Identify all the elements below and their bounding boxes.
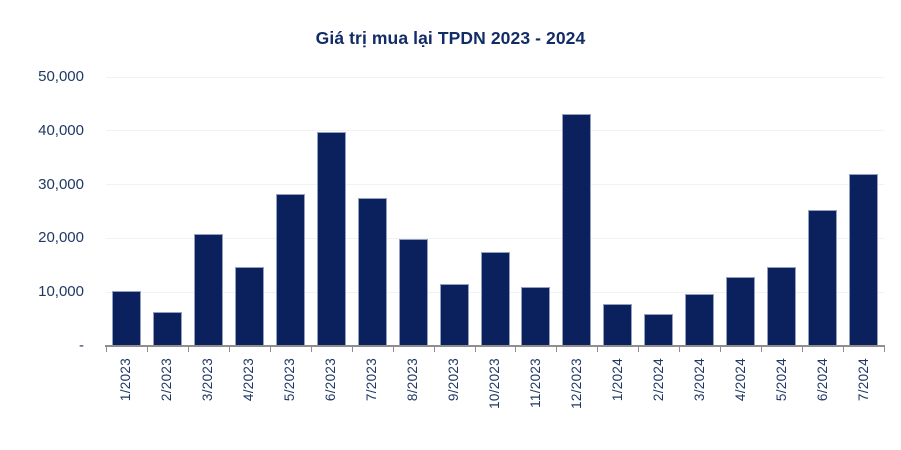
x-axis-label: 3/2023 — [200, 358, 216, 402]
axis-tick — [597, 347, 599, 352]
bar — [521, 286, 551, 346]
bar — [808, 209, 838, 346]
axis-tick — [269, 347, 271, 352]
axis-tick — [638, 347, 640, 352]
x-axis-line — [105, 345, 885, 347]
axis-tick — [720, 347, 722, 352]
x-axis-label: 12/2023 — [568, 358, 584, 409]
x-axis-label: 1/2023 — [118, 358, 134, 402]
bar — [234, 266, 264, 346]
x-axis-label: 4/2023 — [241, 358, 257, 402]
x-axis-label: 5/2024 — [773, 358, 789, 402]
bar — [644, 313, 674, 346]
y-axis-label: 50,000 — [38, 68, 84, 85]
chart-title: Giá trị mua lại TPDN 2023 - 2024 — [315, 28, 586, 48]
axis-tick — [556, 347, 558, 352]
axis-tick — [433, 347, 435, 352]
axis-tick — [474, 347, 476, 352]
plot-area — [106, 76, 884, 346]
x-axis-label: 11/2023 — [527, 358, 543, 408]
bar — [193, 233, 223, 346]
bar — [111, 290, 141, 346]
axis-tick — [761, 347, 763, 352]
gridline — [106, 237, 884, 239]
bar — [439, 284, 469, 346]
axis-tick — [515, 347, 517, 352]
bar — [562, 113, 592, 346]
gridline — [106, 130, 884, 132]
x-axis-label: 3/2024 — [691, 358, 707, 402]
bar — [685, 293, 715, 346]
x-axis-label: 2/2023 — [159, 358, 175, 402]
bar — [603, 303, 633, 346]
axis-tick — [187, 347, 189, 352]
x-axis-label: 8/2023 — [405, 358, 421, 402]
x-axis-label: 9/2023 — [446, 358, 462, 402]
axis-tick — [146, 347, 148, 352]
x-axis-label: 6/2024 — [814, 358, 830, 402]
axis-tick — [843, 347, 845, 352]
bar — [316, 132, 346, 346]
axis-tick — [228, 347, 230, 352]
x-axis-label: 7/2024 — [855, 358, 871, 402]
y-axis-label: 20,000 — [38, 229, 84, 247]
x-axis-label: 5/2023 — [282, 358, 298, 402]
y-axis-label: 10,000 — [38, 283, 84, 301]
x-axis-label: 7/2023 — [364, 358, 380, 402]
y-axis-label: 40,000 — [38, 121, 84, 139]
x-axis-label: 6/2023 — [323, 358, 339, 402]
bar — [767, 266, 797, 346]
axis-tick — [679, 347, 681, 352]
x-axis-label: 1/2024 — [609, 358, 625, 402]
x-axis-label: 4/2024 — [732, 358, 748, 402]
bar — [398, 238, 428, 346]
gridline — [106, 184, 884, 186]
bar — [849, 173, 879, 346]
axis-tick — [392, 347, 394, 352]
axis-tick — [802, 347, 804, 352]
x-axis-label: 2/2024 — [650, 358, 666, 402]
x-axis-label: 10/2023 — [487, 358, 502, 409]
bar — [275, 193, 305, 346]
bar — [357, 198, 387, 346]
bar — [480, 251, 510, 346]
bar — [726, 277, 756, 346]
y-axis-label: 30,000 — [38, 175, 84, 193]
gridline — [106, 76, 884, 78]
axis-tick — [884, 347, 885, 352]
axis-tick — [106, 347, 107, 352]
axis-tick — [310, 347, 312, 352]
bar — [152, 311, 182, 346]
y-axis-label: - — [79, 337, 84, 354]
axis-tick — [351, 347, 353, 352]
